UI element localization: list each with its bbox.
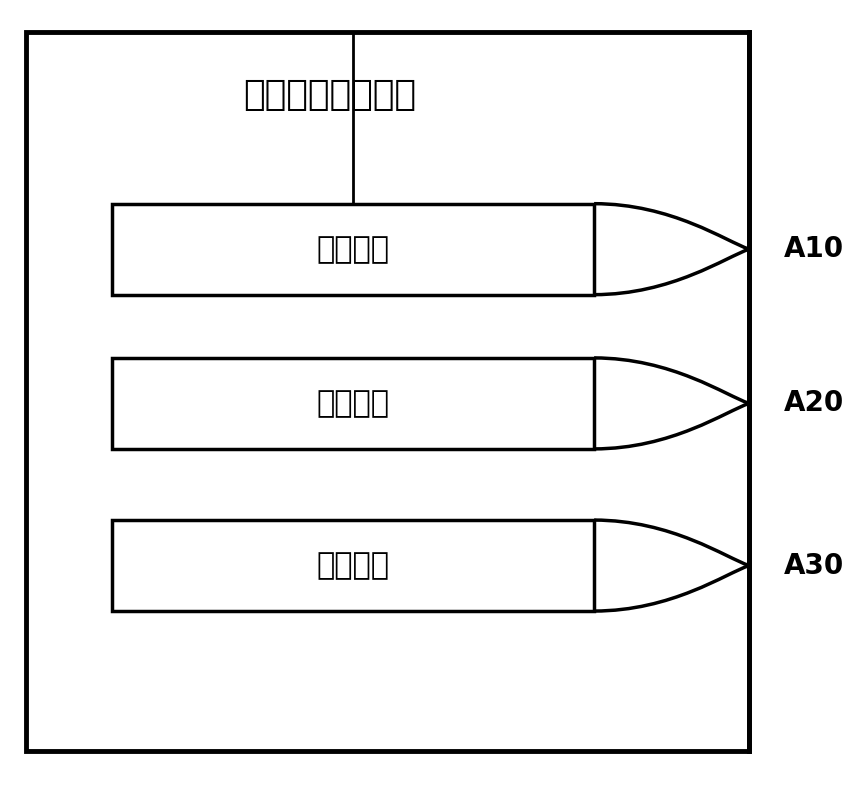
Text: 检测单元: 检测单元 [317,389,389,418]
Text: 获取单元: 获取单元 [317,235,389,263]
Bar [26,32,749,751]
Text: A30: A30 [784,551,844,580]
Text: A20: A20 [784,389,844,418]
Text: 输出单元: 输出单元 [317,551,389,580]
Bar [112,203,594,294]
Bar [112,520,594,611]
Text: A10: A10 [784,235,844,263]
Text: 异常处理检测装置: 异常处理检测装置 [243,78,416,112]
Bar [112,358,594,448]
